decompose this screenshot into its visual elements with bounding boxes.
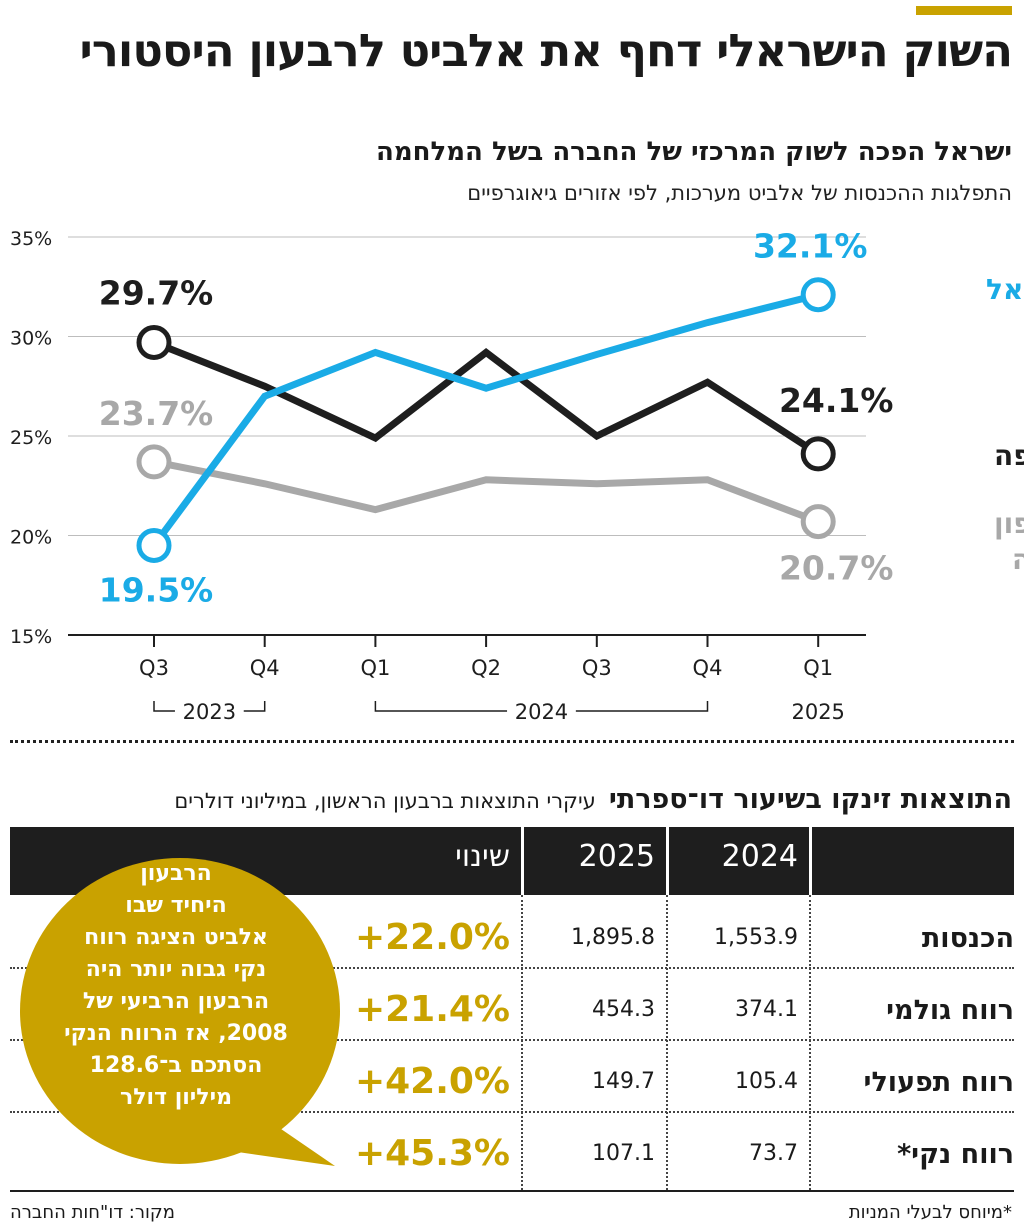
table-row: רווח תפעולי 105.4 149.7 +42.0% — [10, 1039, 1014, 1111]
data-point-marker — [136, 324, 172, 360]
value-2024: 105.4 — [735, 1069, 798, 1094]
x-tick-label: Q3 — [582, 656, 612, 680]
data-point-marker — [800, 436, 836, 472]
table-row: רווח גולמי 374.1 454.3 +21.4% — [10, 967, 1014, 1039]
change-value: +22.0% — [354, 917, 510, 958]
footnote: *מיוחס לבעלי המניות — [848, 1202, 1012, 1223]
table-row: רווח נקי* 73.7 107.1 +45.3% — [10, 1111, 1014, 1183]
value-2025: 454.3 — [592, 997, 655, 1022]
x-tick-label: Q4 — [693, 656, 723, 680]
callout-bubble — [20, 858, 340, 1166]
y-tick-label: 35% — [10, 228, 52, 250]
column-separator — [521, 895, 523, 1190]
column-separator — [666, 895, 668, 1190]
change-value: +42.0% — [354, 1061, 510, 1102]
callout-line: מיליון דולר — [120, 1085, 232, 1110]
x-tick-label: Q1 — [803, 656, 833, 680]
series-line-2 — [153, 458, 820, 525]
data-point-marker — [136, 444, 172, 480]
callout-line: נקי גבוה יותר היה — [85, 957, 267, 982]
series-label: אמריקה — [1012, 543, 1024, 576]
value-2025: 149.7 — [592, 1069, 655, 1094]
year-bracket — [575, 701, 709, 712]
column-header-2025: 2025 — [578, 839, 655, 874]
row-separator — [10, 1039, 1014, 1041]
x-tick-label: Q2 — [471, 656, 501, 680]
series-line-1 — [152, 339, 821, 457]
year-bracket — [374, 701, 508, 712]
row-label: רווח נקי* — [897, 1139, 1014, 1170]
table-title: התוצאות זינקו בשיעור דו־ספרתי — [608, 784, 1012, 815]
year-label: 2024 — [515, 700, 568, 724]
column-header-2024: 2024 — [721, 839, 798, 874]
series-label: צפון — [994, 507, 1024, 540]
value-2024: 1,553.9 — [714, 925, 798, 950]
page-title: השוק הישראלי דחף את אלביט לרבעון היסטורי — [79, 24, 1013, 77]
header-separator — [521, 827, 524, 895]
table-bottom-rule — [10, 1190, 1014, 1192]
year-bracket — [243, 701, 266, 712]
data-point-marker — [136, 527, 172, 563]
data-label: 20.7% — [779, 549, 894, 588]
data-point-marker — [800, 277, 836, 313]
series-line-0 — [151, 291, 820, 548]
callout-tail — [210, 1118, 335, 1166]
callout-line: אלביט הציגה רווח — [84, 925, 268, 950]
row-label: הכנסות — [921, 923, 1014, 954]
line-chart: 15% 20% 25% 30% 35% Q3 Q4 Q1 Q2 Q3 Q4 Q1 2023 2024 202… — [10, 227, 1024, 724]
change-value: +21.4% — [354, 989, 510, 1030]
value-2025: 1,895.8 — [571, 925, 655, 950]
row-separator — [10, 967, 1014, 969]
callout-line: הרבעון הרביעי של — [82, 989, 270, 1014]
y-tick-label: 25% — [10, 427, 52, 449]
callout-text: הרבעון היחיד שבו אלביט הציגה רווח נקי גב… — [30, 858, 322, 1114]
change-value: +45.3% — [354, 1133, 510, 1174]
header-separator — [809, 827, 812, 895]
source-note: מקור: דו"חות החברה — [10, 1202, 175, 1223]
value-2024: 73.7 — [749, 1141, 798, 1166]
year-label: 2023 — [183, 700, 236, 724]
table-subtitle: עיקרי התוצאות ברבעון הראשון, במיליוני דו… — [174, 789, 596, 813]
x-tick-label: Q4 — [250, 656, 280, 680]
series-label: ישראל — [986, 273, 1024, 306]
data-label: 19.5% — [99, 570, 214, 609]
callout-line: היחיד שבו — [125, 893, 227, 918]
chart-subtitle: התפלגות ההכנסות של אלביט מערכות, לפי אזו… — [467, 181, 1012, 205]
row-label: רווח גולמי — [886, 995, 1014, 1026]
row-separator — [10, 1111, 1014, 1113]
y-tick-label: 20% — [10, 527, 52, 549]
x-tick-label: Q3 — [139, 656, 169, 680]
accent-bar — [916, 6, 1012, 15]
table-row: הכנסות 1,553.9 1,895.8 +22.0% — [10, 895, 1014, 967]
callout-line: 2008, אז הרווח הנקי — [64, 1021, 288, 1046]
data-point-marker — [800, 504, 836, 540]
row-label: רווח תפעולי — [863, 1067, 1014, 1098]
header-separator — [666, 827, 669, 895]
callout-circle — [20, 858, 340, 1164]
data-label: 23.7% — [99, 394, 214, 433]
table-title-row: התוצאות זינקו בשיעור דו־ספרתי עיקרי התוצ… — [174, 784, 1012, 815]
value-2025: 107.1 — [592, 1141, 655, 1166]
value-2024: 374.1 — [735, 997, 798, 1022]
y-tick-label: 30% — [10, 328, 52, 350]
chart-title: ישראל הפכה לשוק המרכזי של החברה בשל המלח… — [375, 137, 1012, 167]
column-separator — [809, 895, 811, 1190]
callout-line: הרבעון — [140, 861, 212, 886]
x-tick-label: Q1 — [360, 656, 390, 680]
year-label: 2025 — [791, 700, 844, 724]
data-label: 32.1% — [753, 227, 868, 266]
y-tick-label: 15% — [10, 626, 52, 648]
section-divider — [10, 740, 1014, 743]
year-bracket — [153, 701, 175, 712]
callout-line: הסתכם ב־128.6 — [89, 1053, 263, 1078]
series-label: אירופה — [994, 439, 1024, 472]
column-header-change: שינוי — [455, 839, 510, 874]
data-label: 29.7% — [99, 273, 214, 312]
data-label: 24.1% — [779, 381, 894, 420]
